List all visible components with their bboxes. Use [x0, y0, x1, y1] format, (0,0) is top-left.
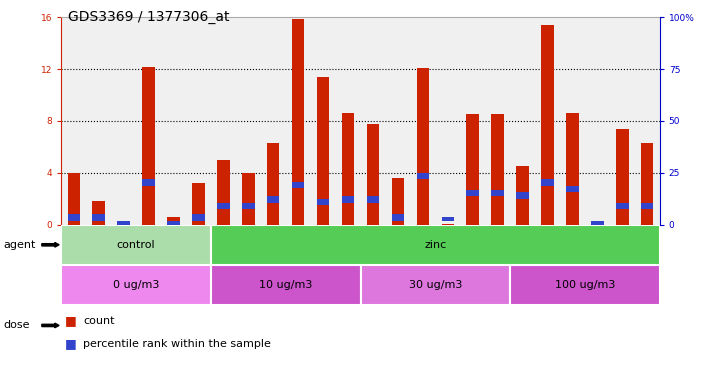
- Bar: [267, 196, 280, 203]
- Bar: [641, 203, 653, 209]
- Text: 10 ug/m3: 10 ug/m3: [259, 280, 312, 290]
- Bar: [441, 217, 454, 221]
- Text: count: count: [83, 316, 115, 326]
- Bar: [267, 143, 280, 225]
- Bar: [211, 225, 660, 265]
- Text: control: control: [117, 240, 156, 250]
- Bar: [541, 25, 554, 225]
- Bar: [142, 66, 155, 225]
- Text: dose: dose: [4, 320, 30, 331]
- Bar: [292, 182, 304, 189]
- Bar: [360, 265, 510, 305]
- Bar: [492, 114, 504, 225]
- Bar: [118, 221, 130, 225]
- Bar: [367, 124, 379, 225]
- Bar: [242, 203, 255, 209]
- Bar: [317, 199, 329, 205]
- Bar: [541, 179, 554, 186]
- Bar: [616, 129, 629, 225]
- Bar: [417, 173, 429, 179]
- Bar: [591, 224, 603, 225]
- Bar: [217, 160, 229, 225]
- Bar: [92, 201, 105, 225]
- Bar: [492, 190, 504, 196]
- Bar: [342, 113, 354, 225]
- Bar: [441, 224, 454, 225]
- Bar: [591, 221, 603, 225]
- Bar: [217, 203, 229, 209]
- Text: 30 ug/m3: 30 ug/m3: [409, 280, 462, 290]
- Bar: [142, 179, 155, 186]
- Text: ■: ■: [65, 314, 76, 327]
- Bar: [292, 18, 304, 225]
- Bar: [61, 225, 211, 265]
- Bar: [616, 203, 629, 209]
- Bar: [193, 214, 205, 221]
- Bar: [342, 196, 354, 203]
- Bar: [417, 68, 429, 225]
- Text: percentile rank within the sample: percentile rank within the sample: [83, 339, 271, 349]
- Bar: [566, 186, 579, 192]
- Text: 100 ug/m3: 100 ug/m3: [554, 280, 615, 290]
- Bar: [641, 143, 653, 225]
- Bar: [193, 183, 205, 225]
- Bar: [516, 192, 528, 199]
- Bar: [68, 214, 80, 221]
- Bar: [392, 178, 404, 225]
- Bar: [317, 77, 329, 225]
- Bar: [392, 214, 404, 221]
- Text: zinc: zinc: [424, 240, 446, 250]
- Bar: [242, 173, 255, 225]
- Text: ■: ■: [65, 337, 76, 350]
- Text: agent: agent: [4, 240, 36, 250]
- Bar: [61, 265, 211, 305]
- Bar: [566, 113, 579, 225]
- Bar: [167, 217, 180, 225]
- Bar: [118, 224, 130, 225]
- Bar: [211, 265, 360, 305]
- Bar: [68, 173, 80, 225]
- Bar: [466, 114, 479, 225]
- Bar: [516, 166, 528, 225]
- Bar: [92, 214, 105, 221]
- Bar: [167, 221, 180, 225]
- Bar: [466, 190, 479, 196]
- Bar: [367, 196, 379, 203]
- Text: 0 ug/m3: 0 ug/m3: [113, 280, 159, 290]
- Bar: [510, 265, 660, 305]
- Text: GDS3369 / 1377306_at: GDS3369 / 1377306_at: [68, 10, 230, 23]
